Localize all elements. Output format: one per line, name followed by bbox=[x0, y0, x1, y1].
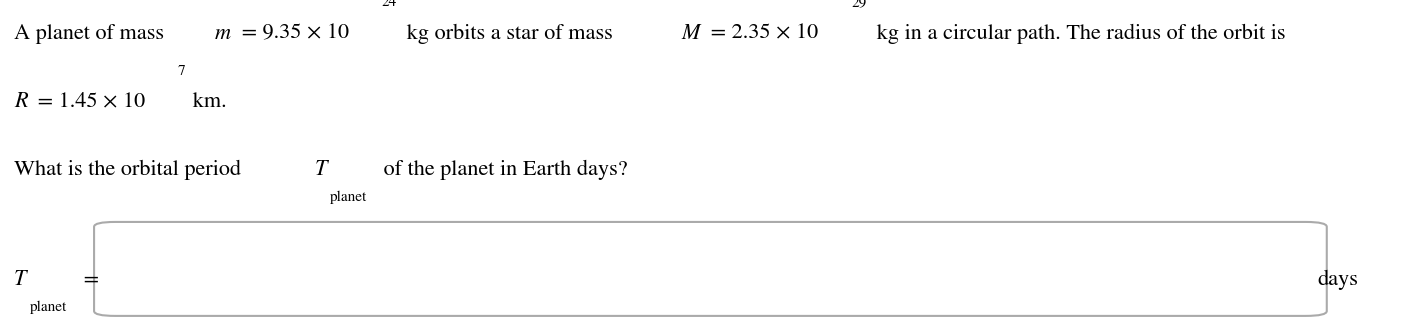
Text: m: m bbox=[215, 23, 232, 44]
Text: kg in a circular path. The radius of the orbit is: kg in a circular path. The radius of the… bbox=[870, 24, 1286, 44]
Text: M: M bbox=[681, 23, 701, 44]
Text: days: days bbox=[1317, 270, 1358, 290]
Text: = 1.45 × 10: = 1.45 × 10 bbox=[32, 92, 145, 112]
Text: R: R bbox=[14, 91, 28, 112]
Text: = 9.35 × 10: = 9.35 × 10 bbox=[236, 24, 348, 44]
Text: 7: 7 bbox=[177, 64, 185, 77]
Text: A planet of mass: A planet of mass bbox=[14, 24, 170, 44]
Text: 24: 24 bbox=[382, 0, 397, 9]
Text: kg orbits a star of mass: kg orbits a star of mass bbox=[402, 24, 619, 44]
Text: = 2.35 × 10: = 2.35 × 10 bbox=[705, 24, 819, 44]
Text: T: T bbox=[14, 269, 27, 290]
Text: 29: 29 bbox=[851, 0, 866, 9]
Text: planet: planet bbox=[29, 301, 67, 314]
Text: of the planet in Earth days?: of the planet in Earth days? bbox=[378, 160, 628, 180]
FancyBboxPatch shape bbox=[94, 222, 1327, 316]
Text: What is the orbital period: What is the orbital period bbox=[14, 160, 247, 180]
Text: planet: planet bbox=[330, 191, 368, 204]
Text: km.: km. bbox=[187, 92, 227, 112]
Text: =: = bbox=[79, 270, 100, 290]
Text: T: T bbox=[314, 159, 327, 180]
